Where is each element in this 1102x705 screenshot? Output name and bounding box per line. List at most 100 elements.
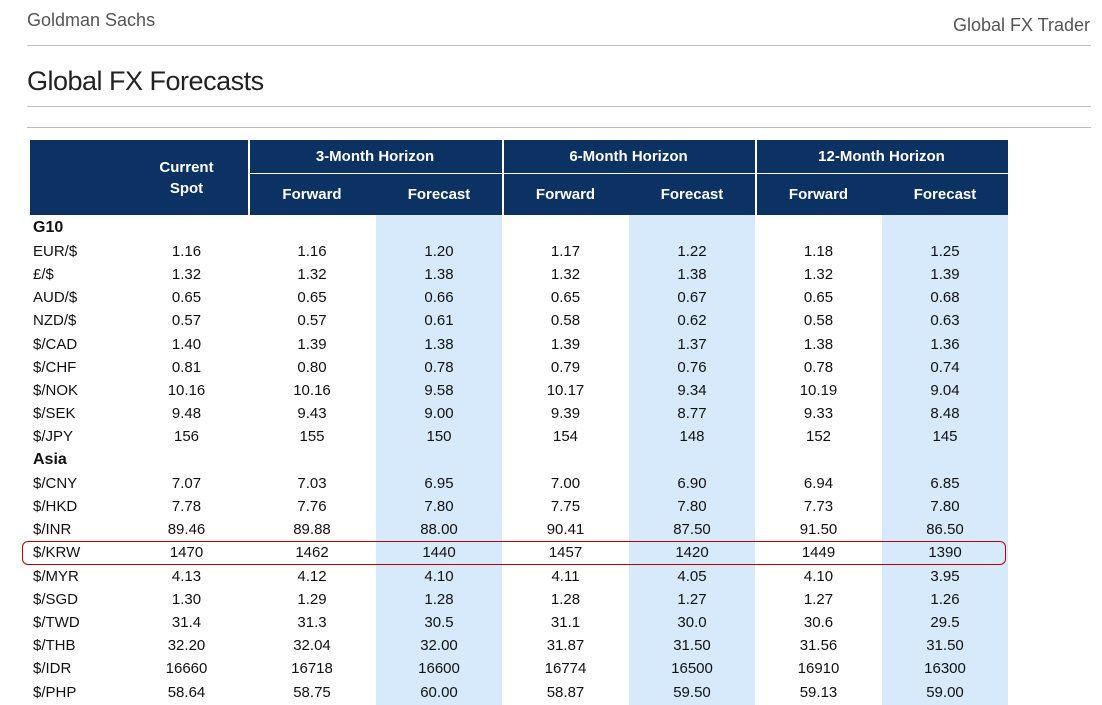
value-cell: 60.00	[420, 683, 458, 701]
value-cell: 9.43	[297, 405, 327, 423]
value-cell: 155	[299, 428, 325, 446]
value-cell: 1.22	[677, 242, 707, 260]
row-label: $/NOK	[33, 381, 79, 399]
sub-header: Forecast	[913, 186, 977, 203]
value-cell: 0.78	[803, 358, 834, 376]
row-label: $/CHF	[33, 358, 77, 376]
value-cell: 1440	[422, 544, 456, 562]
value-cell: 0.58	[550, 312, 581, 330]
row-label: $/IDR	[33, 660, 72, 678]
value-cell: 7.73	[803, 497, 834, 515]
sub-header: Forward	[788, 186, 849, 203]
value-cell: 1470	[169, 544, 204, 562]
value-cell: 10.16	[293, 381, 331, 399]
value-cell: 91.50	[799, 521, 838, 539]
value-cell: 16718	[291, 660, 333, 678]
value-cell: 154	[552, 428, 579, 446]
row-label: $/MYR	[33, 567, 79, 585]
value-cell: 0.58	[803, 312, 834, 330]
value-cell: 16660	[165, 660, 208, 678]
value-cell: 10.16	[167, 381, 206, 399]
header-rule	[755, 140, 757, 215]
value-cell: 58.64	[167, 683, 206, 701]
value-cell: 89.88	[293, 521, 331, 539]
product-name: Global FX Trader	[952, 15, 1090, 35]
forecast-column	[376, 215, 502, 705]
value-cell: 90.41	[546, 521, 585, 539]
value-cell: 86.50	[926, 521, 964, 539]
value-cell: 9.00	[424, 405, 454, 423]
value-cell: 0.65	[171, 289, 202, 307]
value-cell: 1.38	[424, 335, 454, 353]
section-label: G10	[33, 219, 64, 236]
value-cell: 7.00	[550, 474, 581, 492]
forecast-column	[629, 215, 755, 705]
header-rule	[755, 173, 1008, 174]
value-cell: 150	[426, 428, 452, 446]
value-cell: 29.5	[930, 613, 960, 631]
row-label: $/CNY	[33, 474, 78, 492]
value-cell: 1420	[675, 544, 709, 562]
value-cell: 0.65	[297, 289, 327, 307]
row-label: $/THB	[33, 637, 76, 655]
value-cell: 1.32	[803, 265, 834, 283]
value-cell: 9.58	[424, 381, 454, 399]
divider	[27, 127, 1091, 128]
group-header: 3-Month Horizon	[315, 148, 435, 165]
value-cell: 1.18	[803, 242, 834, 260]
value-cell: 0.67	[677, 289, 707, 307]
value-cell: 1.38	[424, 265, 454, 283]
value-cell: 1.30	[171, 590, 202, 608]
value-cell: 6.94	[803, 474, 834, 492]
value-cell: 4.12	[297, 567, 327, 585]
value-cell: 1.32	[297, 265, 327, 283]
value-cell: 0.61	[424, 312, 454, 330]
value-cell: 0.80	[297, 358, 327, 376]
value-cell: 1.39	[550, 335, 581, 353]
sub-header: Forward	[535, 186, 596, 203]
header-rule	[502, 140, 504, 215]
value-cell: 1.20	[424, 242, 454, 260]
section-label: Asia	[33, 451, 67, 468]
value-cell: 16600	[418, 660, 460, 678]
row-label: $/INR	[33, 521, 72, 539]
value-cell: 6.90	[677, 474, 707, 492]
value-cell: 0.78	[424, 358, 454, 376]
value-cell: 0.57	[297, 312, 327, 330]
value-cell: 1.17	[550, 242, 581, 260]
value-cell: 31.87	[546, 637, 585, 655]
value-cell: 1.26	[930, 590, 960, 608]
value-cell: 1.39	[930, 265, 960, 283]
value-cell: 7.80	[424, 497, 454, 515]
value-cell: 1.16	[297, 242, 327, 260]
value-cell: 1.16	[171, 242, 202, 260]
value-cell: 59.50	[673, 683, 711, 701]
value-cell: 30.0	[677, 613, 707, 631]
value-cell: 58.75	[293, 683, 331, 701]
divider	[27, 45, 1091, 46]
value-cell: 0.65	[550, 289, 581, 307]
value-cell: 32.04	[293, 637, 331, 655]
value-cell: 31.50	[926, 637, 964, 655]
row-label: $/SEK	[33, 405, 76, 423]
value-cell: 8.48	[930, 405, 960, 423]
value-cell: 1.38	[677, 265, 707, 283]
value-cell: 0.68	[930, 289, 960, 307]
row-label: £/$	[33, 265, 54, 283]
value-cell: 10.17	[546, 381, 585, 399]
row-label: $/KRW	[33, 544, 81, 562]
value-cell: 32.20	[167, 637, 206, 655]
value-cell: 0.76	[677, 358, 707, 376]
value-cell: 31.50	[673, 637, 711, 655]
value-cell: 1.32	[171, 265, 202, 283]
value-cell: 0.66	[424, 289, 454, 307]
row-label: $/JPY	[33, 428, 74, 446]
value-cell: 0.65	[803, 289, 834, 307]
row-label: $/TWD	[33, 613, 80, 631]
value-cell: 1.29	[297, 590, 327, 608]
brand: Goldman Sachs	[27, 10, 156, 30]
value-cell: 30.6	[803, 613, 834, 631]
value-cell: 0.62	[677, 312, 707, 330]
value-cell: 16774	[544, 660, 587, 678]
